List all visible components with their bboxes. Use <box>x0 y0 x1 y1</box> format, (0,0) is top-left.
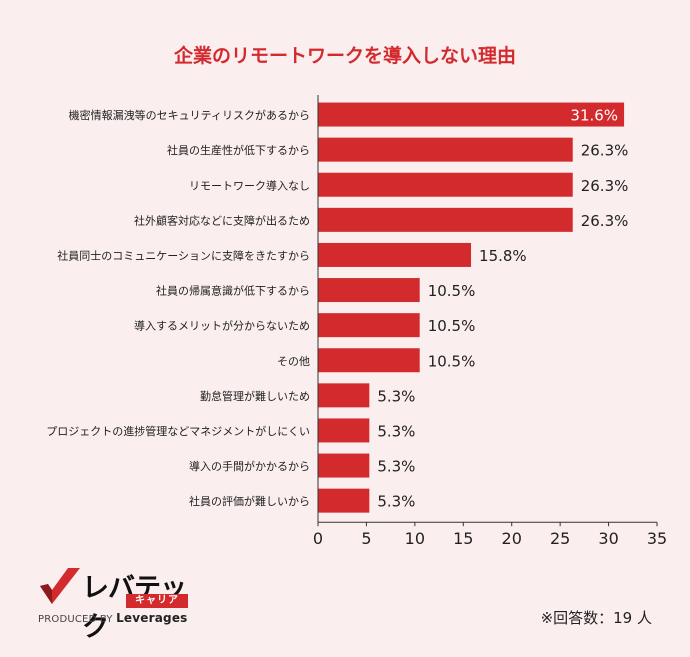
category-label: リモートワーク導入なし <box>189 178 310 192</box>
value-label: 5.3% <box>377 458 415 476</box>
bar-1 <box>318 102 625 127</box>
value-label: 5.3% <box>377 493 415 511</box>
category-label: 社員の生産性が低下するから <box>167 143 310 157</box>
bar-10 <box>318 418 370 443</box>
value-label: 26.3% <box>581 212 629 230</box>
category-label: 勤怠管理が難しいため <box>200 389 310 403</box>
category-label: 導入するメリットが分からないため <box>134 319 310 333</box>
value-label: 10.5% <box>428 352 476 370</box>
response-count-note: ※回答数：19 人 <box>540 609 652 627</box>
bar-9 <box>318 383 370 408</box>
chart-title: 企業のリモートワークを導入しない理由 <box>173 44 516 67</box>
x-tick-label: 5 <box>361 529 371 548</box>
category-label: 社員同士のコミュニケーションに支障をきたすから <box>57 248 310 262</box>
produced-by-prefix: PRODUCED BY <box>38 614 113 625</box>
value-label: 26.3% <box>581 177 629 195</box>
x-tick-label: 0 <box>313 529 323 548</box>
category-label: プロジェクトの進捗管理などマネジメントがしにくい <box>46 424 310 438</box>
x-tick-label: 15 <box>453 529 473 548</box>
value-label: 15.8% <box>479 247 527 265</box>
x-tick-label: 25 <box>550 529 570 548</box>
bar-7 <box>318 313 420 338</box>
category-label: 社外顧客対応などに支障が出るため <box>134 213 310 227</box>
x-tick-label: 35 <box>647 529 667 548</box>
category-label: 社員の評価が難しいから <box>189 494 310 508</box>
x-tick-label: 30 <box>598 529 618 548</box>
category-label: その他 <box>277 355 310 368</box>
bars-layer: 機密情報漏洩等のセキュリティリスクがあるから 31.6% 社員の生産性が低下するから… <box>46 102 629 513</box>
x-axis: 0 5 10 15 20 25 30 35 <box>313 95 667 548</box>
bar-2 <box>318 137 573 162</box>
value-label: 5.3% <box>377 387 415 405</box>
value-label: 10.5% <box>428 317 476 335</box>
bar-8 <box>318 348 420 373</box>
logo-sub-text: キャリア <box>126 594 188 608</box>
bar-12 <box>318 488 370 513</box>
x-tick-label: 20 <box>502 529 522 548</box>
category-label: 導入の手間がかかるから <box>189 459 310 473</box>
bar-3 <box>318 172 573 197</box>
leverages-logo: レバテック キャリア PRODUCED BY Leverages <box>38 566 208 643</box>
value-label: 26.3% <box>581 142 629 160</box>
produced-by: PRODUCED BY Leverages <box>38 611 188 625</box>
produced-by-name: Leverages <box>116 611 188 625</box>
bar-4 <box>318 207 573 232</box>
bar-11 <box>318 453 370 478</box>
value-label: 31.6% <box>570 107 618 125</box>
value-label: 5.3% <box>377 422 415 440</box>
logo-mark-icon <box>40 568 80 604</box>
value-label: 10.5% <box>428 282 476 300</box>
bar-5 <box>318 242 472 267</box>
category-label: 機密情報漏洩等のセキュリティリスクがあるから <box>69 108 310 122</box>
x-tick-label: 10 <box>405 529 425 548</box>
category-label: 社員の帰属意識が低下するから <box>156 284 310 298</box>
bar-6 <box>318 278 420 303</box>
